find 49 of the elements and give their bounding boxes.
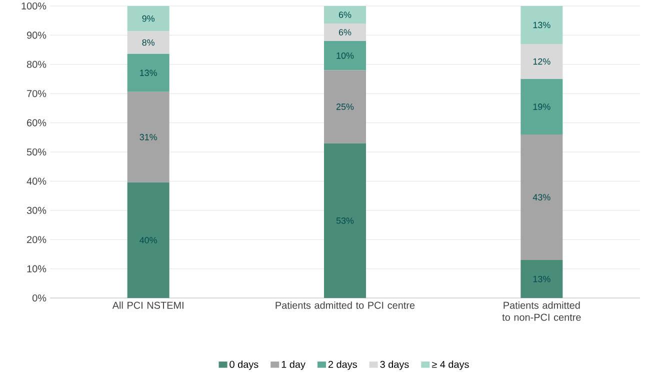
y-tick-label: 30% (26, 206, 46, 214)
bar (324, 24, 366, 42)
y-tick-label: 0% (32, 294, 46, 302)
data-label: 12% (533, 58, 550, 65)
legend-label: 0 days (230, 360, 258, 370)
legend-label: 2 days (328, 360, 357, 370)
bar (127, 31, 170, 54)
data-label: 43% (532, 194, 550, 200)
data-label: 9% (142, 15, 154, 22)
data-label: 13% (533, 276, 550, 282)
legend-label: 3 days (380, 360, 409, 370)
y-tick-label: 80% (26, 60, 46, 68)
data-label: 6% (338, 12, 352, 18)
y-tick-label: 50% (26, 148, 46, 156)
data-label: 40% (140, 237, 157, 244)
bar (520, 260, 563, 298)
x-tick-label: Patients admitted to non-PCI centre (502, 302, 581, 321)
data-label: 8% (142, 39, 154, 46)
bar (520, 134, 563, 260)
x-tick-label: All PCI NSTEMI (112, 302, 184, 309)
bar (324, 143, 366, 298)
y-tick-label: 20% (27, 236, 46, 244)
data-label: 31% (140, 134, 157, 140)
data-label: 13% (533, 22, 550, 28)
bar (520, 6, 563, 44)
y-tick-label: 40% (26, 178, 46, 185)
bar (324, 6, 366, 24)
bar (127, 182, 170, 298)
data-label: 6% (338, 29, 352, 36)
bar (324, 41, 366, 70)
y-tick-label: 10% (27, 265, 46, 272)
x-tick-label: Patients admitted to PCI centre (276, 302, 415, 309)
legend-label: 1 day (282, 360, 306, 370)
y-tick-label: 60% (27, 119, 46, 126)
bar (127, 92, 170, 182)
data-label: 13% (140, 70, 157, 76)
bar (520, 44, 563, 79)
bar (520, 78, 563, 134)
bar (324, 70, 366, 144)
bar (127, 6, 170, 32)
y-tick-label: 70% (27, 90, 46, 98)
data-label: 53% (336, 217, 354, 224)
data-label: 19% (533, 104, 550, 110)
legend-label: ≥ 4 days (432, 360, 469, 370)
y-tick-label: 100% (22, 2, 46, 10)
bar (127, 54, 170, 92)
y-tick-label: 90% (27, 32, 46, 39)
data-label: 10% (336, 52, 354, 59)
data-label: 25% (336, 104, 354, 110)
